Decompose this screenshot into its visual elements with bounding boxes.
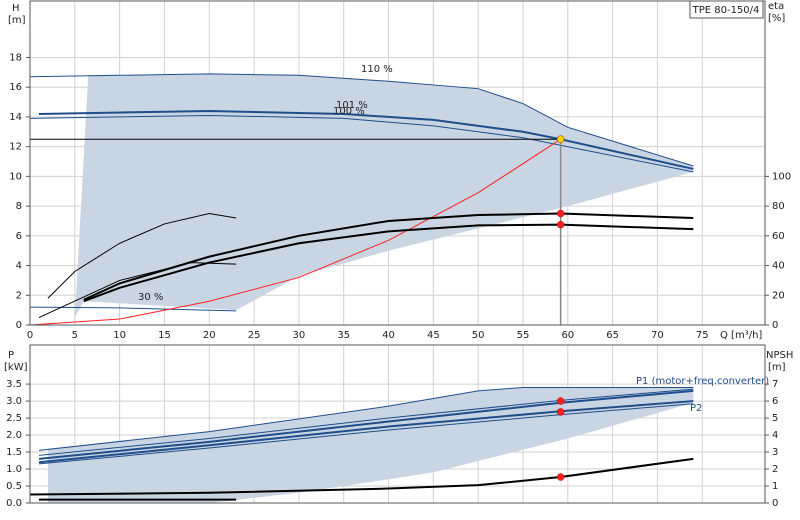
axis-label: NPSH <box>766 350 793 361</box>
curve <box>83 223 694 303</box>
x-tick-label: 25 <box>248 330 261 341</box>
axis-label: Q [m³/h] <box>720 330 762 341</box>
operating-area <box>47 387 694 503</box>
y-tick-label: 0.5 <box>6 481 22 492</box>
curve-label: P2 <box>690 403 702 414</box>
x-tick-label: 40 <box>382 330 395 341</box>
x-tick-label: 75 <box>696 330 709 341</box>
curve-label: 110 % <box>361 64 393 75</box>
x-tick-label: 30 <box>293 330 306 341</box>
y2-tick-label: 5 <box>772 413 778 424</box>
y-tick-label: 1.5 <box>6 447 22 458</box>
x-tick-label: 55 <box>517 330 530 341</box>
y2-tick-label: 7 <box>772 379 778 390</box>
y-tick-label: 1.0 <box>6 464 22 475</box>
y-tick-label: 4 <box>16 261 22 272</box>
curve <box>29 114 694 173</box>
curve <box>29 138 561 326</box>
curve-label: 100 % <box>333 106 365 117</box>
curve <box>83 212 694 301</box>
curve <box>29 457 694 496</box>
y-tick-label: 16 <box>9 82 22 93</box>
duty-point <box>556 220 565 229</box>
x-tick-label: 70 <box>651 330 664 341</box>
x-tick-label: 65 <box>606 330 619 341</box>
y2-tick-label: 20 <box>772 290 785 301</box>
axis-label: [%] <box>768 13 785 24</box>
y2-tick-label: 40 <box>772 261 785 272</box>
axis-label: eta <box>768 1 784 12</box>
y-tick-label: 3.0 <box>6 396 22 407</box>
duty-point <box>556 473 565 481</box>
curve <box>38 262 237 319</box>
curve-label: 101 % <box>336 100 368 111</box>
axis-label: [m] <box>8 15 26 26</box>
y2-tick-label: 4 <box>772 430 778 441</box>
curve <box>38 386 694 451</box>
y2-tick-label: 60 <box>772 231 785 242</box>
y2-tick-label: 0 <box>772 320 778 331</box>
y-tick-label: 3.5 <box>6 379 22 390</box>
curve <box>38 400 694 464</box>
x-tick-label: 20 <box>203 330 216 341</box>
y2-tick-label: 1 <box>772 481 778 492</box>
y-tick-label: 0.0 <box>6 498 22 509</box>
duty-point <box>556 408 565 416</box>
x-tick-label: 5 <box>72 330 78 341</box>
axis-label: P <box>8 350 14 361</box>
plot-frame <box>29 0 766 326</box>
duty-point <box>556 135 565 143</box>
x-tick-label: 0 <box>27 330 33 341</box>
y2-tick-label: 6 <box>772 396 778 407</box>
y-tick-label: 18 <box>9 52 22 63</box>
y-tick-label: 10 <box>9 171 22 182</box>
plot-frame <box>29 344 766 504</box>
y-tick-label: 2.5 <box>6 413 22 424</box>
x-tick-label: 10 <box>113 330 126 341</box>
y-tick-label: 2 <box>16 290 22 301</box>
x-tick-label: 60 <box>561 330 574 341</box>
curve <box>38 388 694 456</box>
curve <box>38 389 694 460</box>
x-tick-label: 45 <box>427 330 440 341</box>
y-tick-label: 6 <box>16 231 22 242</box>
curve-label: 30 % <box>138 292 163 303</box>
y2-tick-label: 80 <box>772 201 785 212</box>
y2-tick-label: 0 <box>772 498 778 509</box>
model-box <box>689 0 764 19</box>
y-tick-label: 2.0 <box>6 430 22 441</box>
axis-label: [m] <box>768 362 786 373</box>
curve <box>29 73 694 167</box>
curve <box>47 213 237 299</box>
model-label: TPE 80-150/4 <box>692 5 760 16</box>
x-tick-label: 15 <box>158 330 171 341</box>
x-tick-label: 35 <box>337 330 350 341</box>
y-tick-label: 14 <box>9 112 22 123</box>
y-tick-label: 12 <box>9 142 22 153</box>
y2-tick-label: 2 <box>772 464 778 475</box>
curve-label: P1 (motor+freq.converter) <box>636 376 769 387</box>
y2-tick-label: 100 <box>772 171 791 182</box>
duty-point <box>556 397 565 405</box>
duty-point <box>556 209 565 218</box>
curve <box>38 403 694 465</box>
y-tick-label: 0 <box>16 320 22 331</box>
x-tick-label: 50 <box>472 330 485 341</box>
axis-label: [kW] <box>4 362 28 373</box>
y-tick-label: 8 <box>16 201 22 212</box>
y2-tick-label: 3 <box>772 447 778 458</box>
axis-label: H <box>12 3 20 14</box>
